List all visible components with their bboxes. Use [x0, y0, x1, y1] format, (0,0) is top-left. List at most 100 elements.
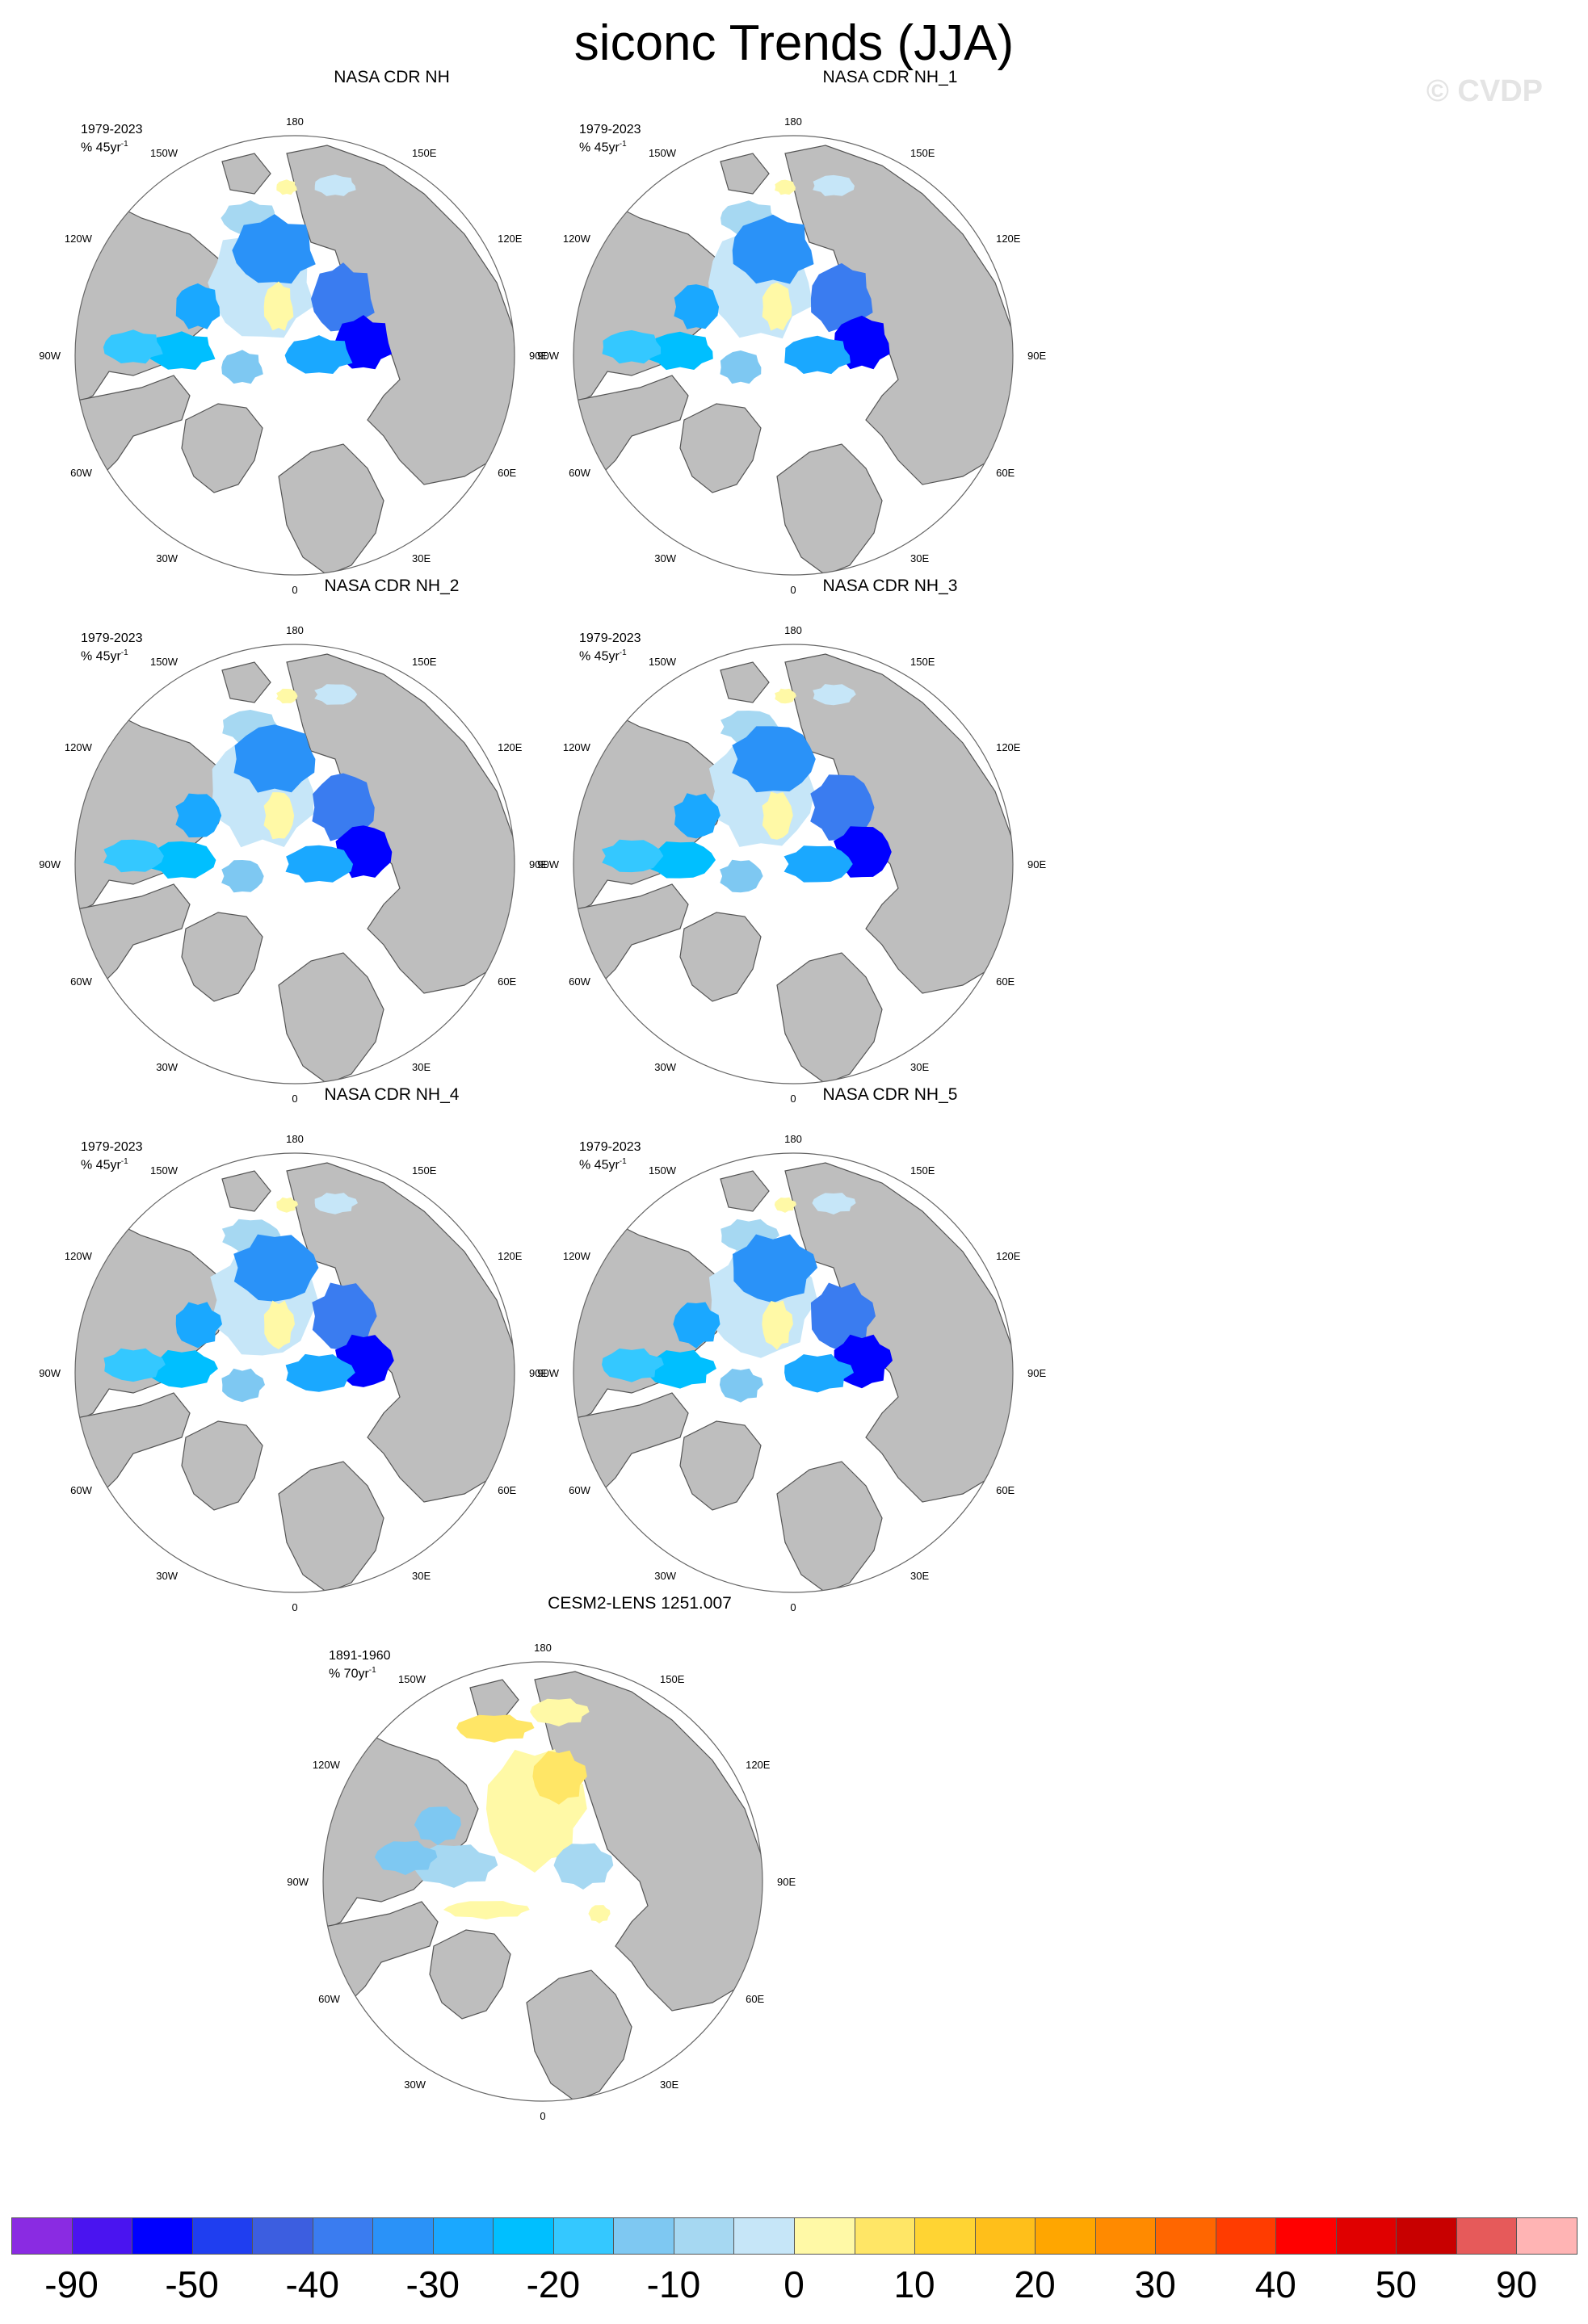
watermark: © CVDP [1426, 74, 1543, 108]
longitude-label: 150W [649, 656, 677, 668]
land-mass [720, 153, 770, 195]
colorbar-swatch [733, 2217, 795, 2255]
sea-ice-trend-patch [784, 1353, 854, 1393]
longitude-label: 120E [498, 741, 523, 753]
longitude-label: 120E [996, 233, 1021, 245]
greenland [679, 1420, 762, 1511]
sea-ice-trend-patch [783, 845, 853, 883]
sea-ice-trend-patch [810, 774, 875, 841]
longitude-label: 90W [39, 350, 61, 362]
sea-ice-trend-patch [314, 684, 358, 705]
longitude-label: 60W [318, 1993, 340, 2005]
colorbar-swatch [673, 2217, 735, 2255]
longitude-label: 60E [996, 975, 1015, 988]
longitude-label: 60W [569, 1484, 590, 1496]
greenland [679, 403, 762, 493]
sea-ice-trend-patch [276, 1197, 298, 1213]
longitude-label: 30W [654, 552, 676, 564]
longitude-label: 60E [746, 1993, 764, 2005]
land-mass [776, 443, 883, 575]
sea-ice-trend-patch [175, 283, 221, 329]
map-panel: NASA CDR NH_5 180 150E 120E 90E 60E 30E 0 30W 60W… [537, 1085, 1237, 1613]
colorbar-swatch [132, 2217, 193, 2255]
longitude-label: 30E [412, 1570, 431, 1582]
colorbar-tick-label: 10 [893, 2263, 935, 2305]
longitude-label: 30E [412, 1061, 431, 1073]
land-mass [784, 1162, 1013, 1503]
units-base: % 70yr [329, 1667, 369, 1681]
longitude-label: 150E [660, 1673, 685, 1685]
longitude-label: 30E [910, 1061, 929, 1073]
sea-ice-trend-patch [810, 262, 873, 333]
units-base: % 45yr [579, 141, 620, 155]
sea-ice-trend-patch [221, 860, 264, 893]
map-panel: NASA CDR NH_4 180 150E 120E 90E 60E 30E 0 30W 60W… [39, 1085, 739, 1613]
longitude-label: 90E [529, 858, 548, 870]
colorbar-swatch [854, 2217, 916, 2255]
sea-ice-trend-patch [810, 1282, 876, 1352]
sea-ice-trend-patch [602, 329, 662, 364]
period-text: 1979-2023 [579, 1140, 641, 1154]
units-exponent: -1 [120, 140, 128, 149]
land-mass [286, 1162, 515, 1503]
longitude-label: 150W [649, 1164, 677, 1177]
longitude-label: 90E [1027, 858, 1046, 870]
map-boundary [74, 1152, 515, 1593]
longitude-label: 150E [412, 1164, 437, 1177]
sea-ice-trend-patch [285, 845, 354, 883]
longitude-label: 90E [1027, 1367, 1046, 1379]
sea-ice-trend-patch [263, 792, 295, 840]
units-text: % 45yr-1 [81, 646, 143, 664]
longitude-label: 120W [563, 233, 591, 245]
colorbar-swatch [552, 2217, 615, 2255]
sea-ice-trend-patch [813, 174, 855, 196]
sea-ice-trend-patch [646, 1349, 716, 1389]
map-boundary [322, 1661, 763, 2102]
longitude-label: 60W [70, 975, 92, 988]
colorbar-swatch [974, 2217, 1036, 2255]
trend-period-label: 1979-2023% 45yr-1 [579, 631, 641, 664]
units-text: % 45yr-1 [81, 1155, 143, 1172]
sea-ice-trend-patch [456, 1714, 535, 1743]
land-mass [720, 1170, 770, 1212]
sea-ice-trend-patch [732, 214, 814, 284]
longitude-label: 120E [498, 233, 523, 245]
map-boundary [573, 644, 1014, 1084]
panel-title: NASA CDR NH [334, 68, 450, 86]
period-text: 1979-2023 [81, 123, 143, 136]
land-mass [526, 1970, 632, 2101]
longitude-label: 120E [996, 1250, 1021, 1262]
trend-period-label: 1979-2023% 45yr-1 [81, 1140, 143, 1172]
greenland [181, 1420, 263, 1511]
trend-period-label: 1979-2023% 45yr-1 [579, 1140, 641, 1172]
greenland [429, 1929, 511, 2020]
units-exponent: -1 [368, 1666, 376, 1675]
longitude-label: 90E [529, 350, 548, 362]
land-mass [784, 653, 1013, 994]
colorbar-swatch [1094, 2217, 1157, 2255]
land-mass [221, 153, 271, 195]
sea-ice-trend-patch [530, 1698, 590, 1726]
panel-title: CESM2-LENS 1251.007 [548, 1594, 732, 1613]
colorbar-tick-label: -90 [44, 2263, 99, 2305]
longitude-label: 30E [412, 552, 431, 564]
units-base: % 45yr [579, 649, 620, 664]
sea-ice-trend-patch [232, 214, 316, 284]
colorbar-swatch [312, 2217, 374, 2255]
longitude-label: 150E [412, 656, 437, 668]
longitude-label: 150E [910, 147, 935, 159]
units-exponent: -1 [619, 1157, 627, 1166]
sea-ice-trend-patch [646, 841, 716, 879]
sea-ice-trend-patch [312, 773, 375, 841]
longitude-label: 30W [404, 2079, 426, 2091]
colorbar-swatch [794, 2217, 855, 2255]
units-text: % 70yr-1 [329, 1663, 391, 1681]
panel-title: NASA CDR NH_2 [324, 577, 460, 595]
sea-ice-trend-patch [148, 841, 216, 879]
longitude-label: 90W [537, 350, 559, 362]
sea-ice-trend-patch [148, 1349, 218, 1388]
trend-period-label: 1891-1960% 70yr-1 [329, 1649, 391, 1681]
sea-ice-trend-patch [175, 793, 222, 838]
sea-ice-trend-patch [103, 1348, 166, 1382]
colorbar-swatch [432, 2217, 494, 2255]
